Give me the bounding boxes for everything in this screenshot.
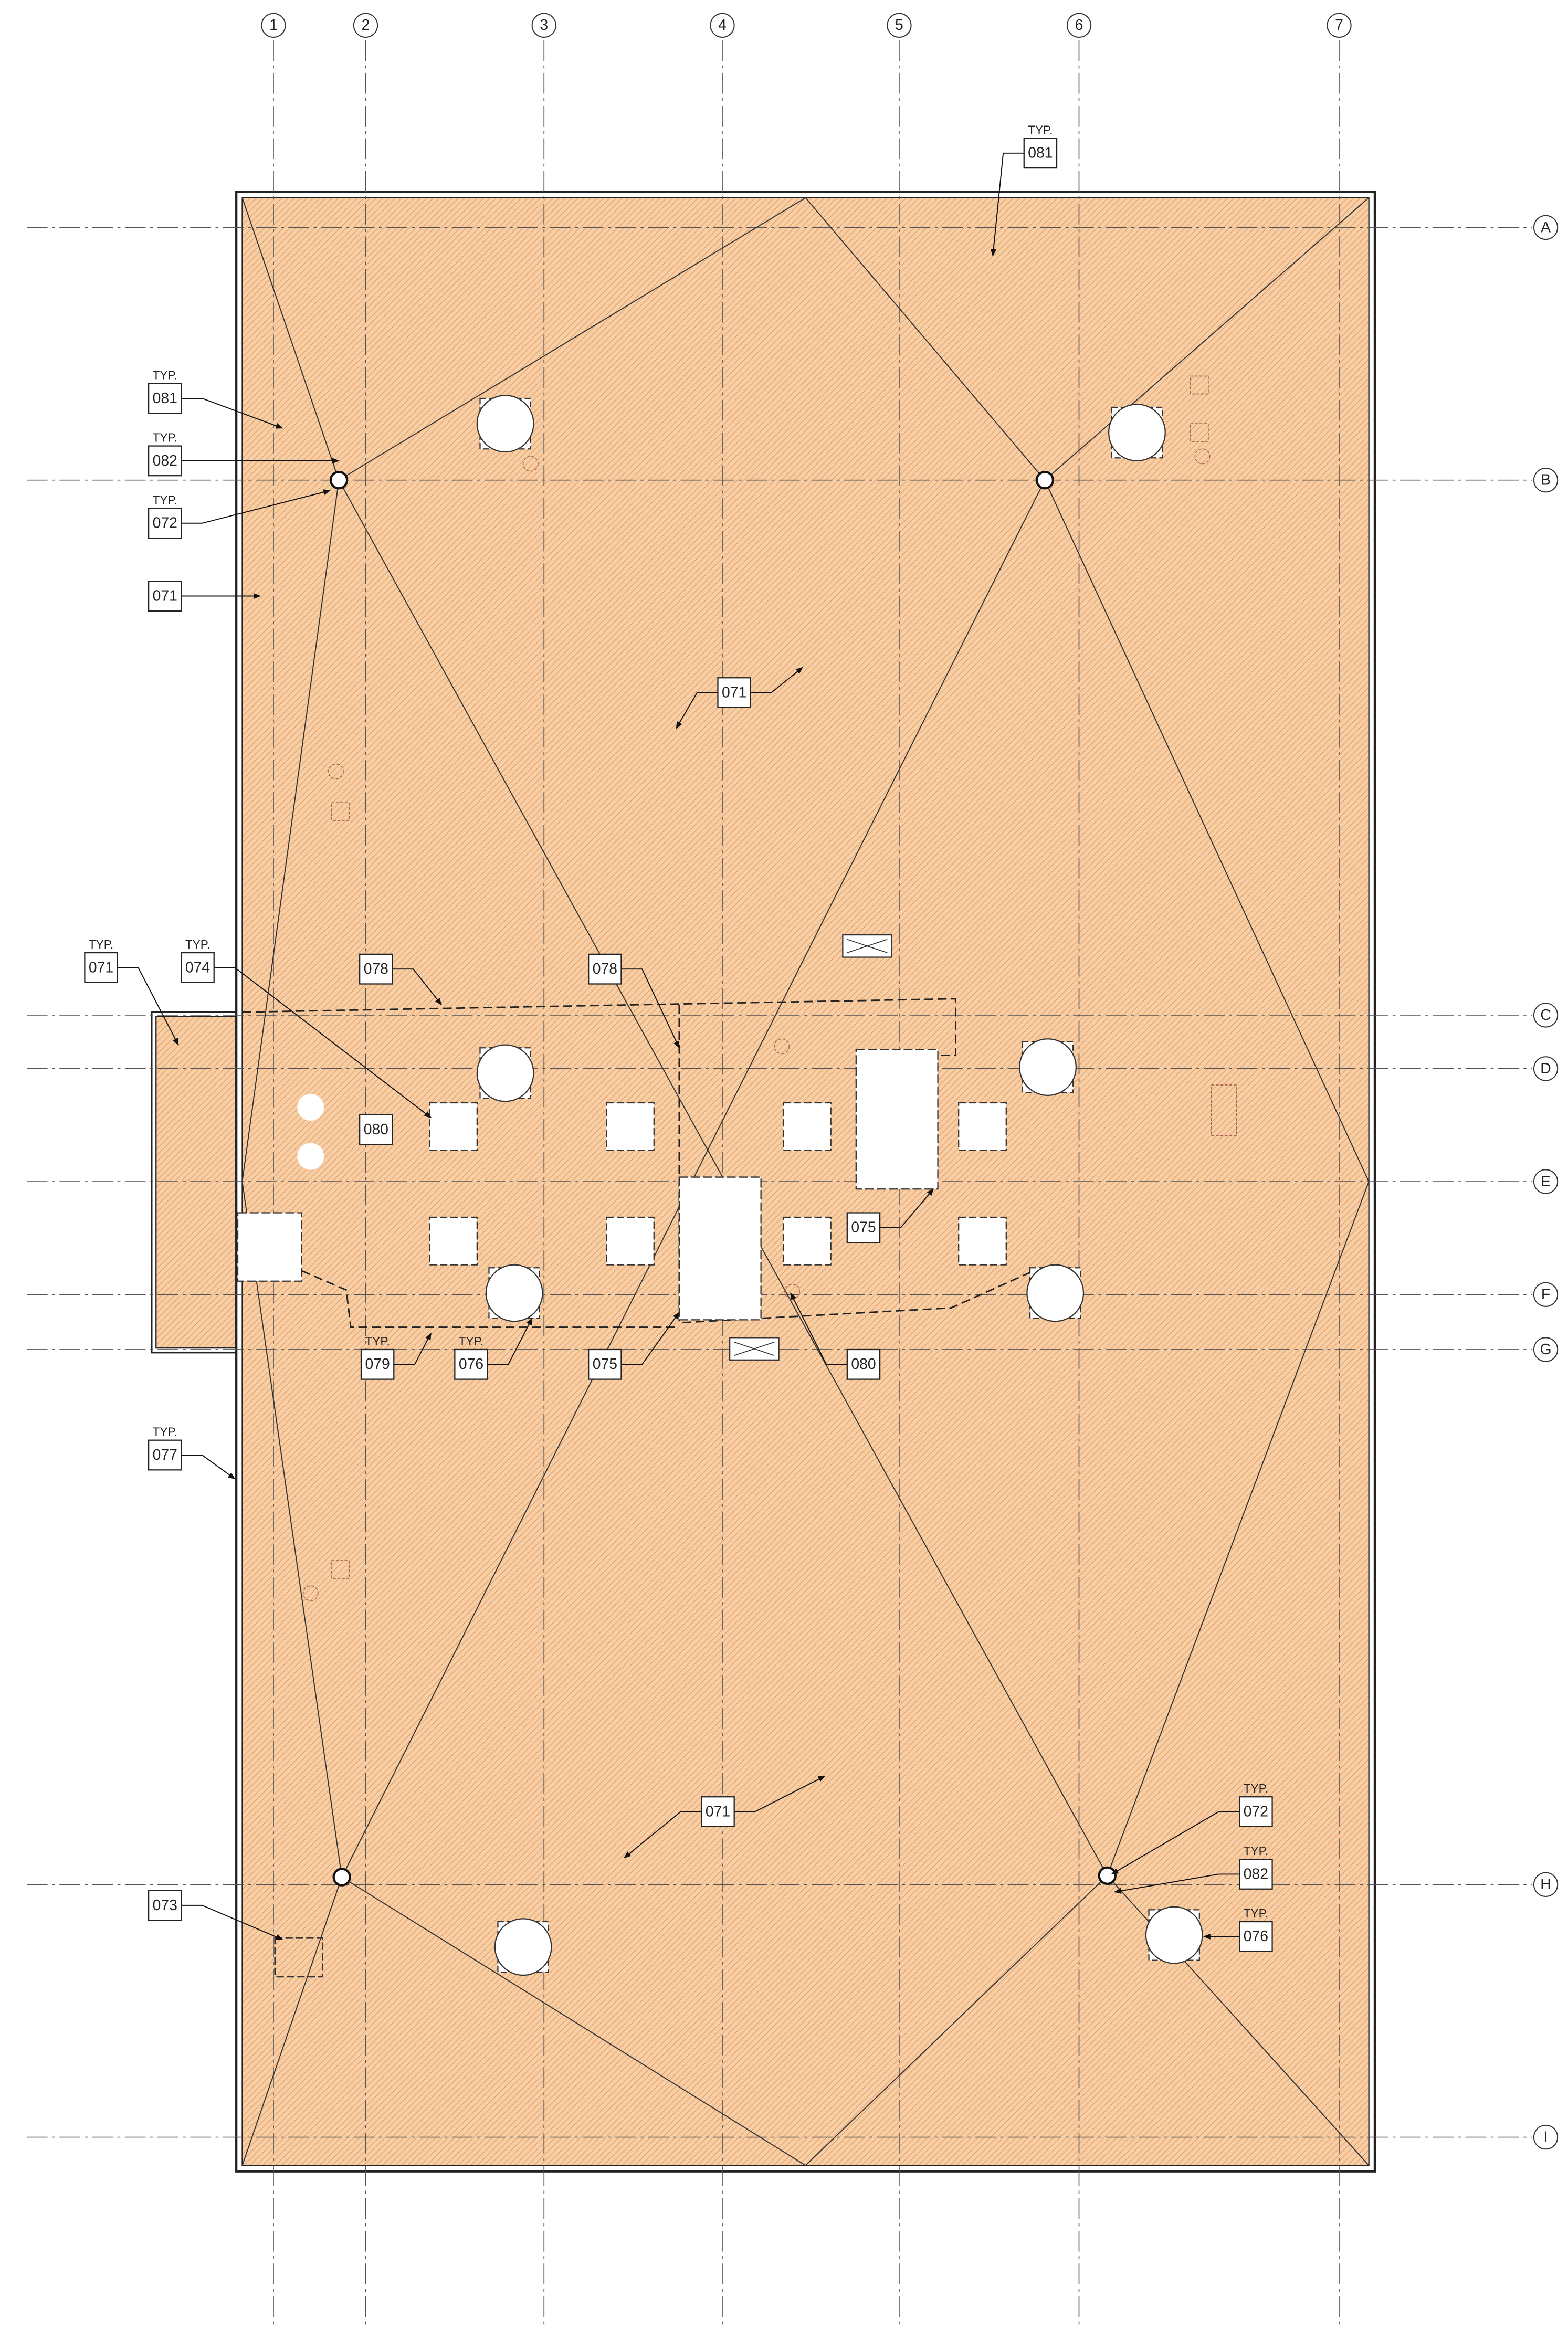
keynote-label: 072 <box>1244 1803 1268 1819</box>
roof-penetration <box>1019 1039 1076 1095</box>
roof-penetration <box>1146 1907 1203 1964</box>
keynote-label: 071 <box>722 683 746 700</box>
keynote-typ: TYP. <box>153 430 177 444</box>
roof-drain <box>334 1869 350 1885</box>
roof-hatch <box>783 1103 831 1151</box>
grid-label: 3 <box>540 16 548 33</box>
keynote-typ: TYP. <box>153 493 177 507</box>
grid-label: A <box>1541 218 1551 235</box>
roof-penetration <box>477 1045 534 1102</box>
keynote-label: 078 <box>593 960 617 977</box>
keynote-label: 082 <box>153 452 177 469</box>
grid-label: C <box>1540 1006 1551 1023</box>
keynote-label: 071 <box>706 1803 730 1819</box>
keynote-typ: TYP. <box>1244 1782 1268 1795</box>
keynote-label: 076 <box>459 1355 483 1372</box>
grid-label: 5 <box>895 16 903 33</box>
roof-drain <box>1037 472 1053 488</box>
keynote-typ: TYP. <box>1244 1844 1268 1858</box>
grid-label: G <box>1540 1341 1552 1357</box>
roof-penetration <box>495 1919 552 1975</box>
equipment <box>679 1177 761 1320</box>
equipment <box>856 1049 938 1189</box>
roof-penetration <box>486 1265 543 1322</box>
keynote-label: 081 <box>153 389 177 406</box>
leader-arrow <box>181 1455 235 1479</box>
keynote-typ: TYP. <box>185 937 210 951</box>
roof-penetration <box>1027 1265 1083 1322</box>
grid-label: B <box>1541 471 1551 488</box>
grid-label: H <box>1540 1875 1551 1892</box>
keynote-label: 080 <box>364 1121 388 1137</box>
roof-hatch <box>783 1217 831 1265</box>
keynote-label: 071 <box>153 587 177 604</box>
keynote-typ: TYP. <box>1244 1906 1268 1920</box>
keynote-label: 082 <box>1244 1865 1268 1882</box>
keynote-label: 072 <box>153 514 177 531</box>
grid-label: I <box>1544 2128 1548 2145</box>
grid-label: 1 <box>269 16 278 33</box>
keynote: 077 TYP. <box>149 1425 235 1479</box>
keynote-label: 080 <box>851 1355 876 1372</box>
roof-hatch <box>959 1217 1006 1265</box>
grid-label: 7 <box>1335 16 1343 33</box>
keynote-label: 074 <box>185 958 210 975</box>
roof-hatch <box>959 1103 1006 1151</box>
keynote-label: 075 <box>593 1355 617 1372</box>
roof-drain <box>331 472 347 488</box>
keynote-typ: TYP. <box>459 1334 483 1348</box>
roof-hatch <box>429 1217 477 1265</box>
keynote-label: 076 <box>1244 1927 1268 1944</box>
roof-plan: 1 2 3 4 5 6 7 A B C D E F G H I 081 TYP. 081 TYP. 082 TYP. 072… <box>0 0 1568 2329</box>
grid-label: F <box>1541 1285 1550 1302</box>
grid-label: 6 <box>1075 16 1083 33</box>
roof-hatch <box>606 1103 654 1151</box>
equipment <box>238 1213 302 1281</box>
roof-drain <box>1099 1868 1116 1884</box>
page: {"grid":{"columns":["1","2","3","4","5",… <box>0 0 1568 2329</box>
keynote-typ: TYP. <box>365 1334 390 1348</box>
roof-penetration <box>477 395 534 452</box>
skylight <box>297 1143 324 1169</box>
keynote-typ: TYP. <box>153 368 177 382</box>
keynote-label: 073 <box>153 1896 177 1913</box>
keynote-typ: TYP. <box>1028 123 1053 136</box>
keynote: 080 <box>360 1115 392 1145</box>
grid-label: D <box>1540 1060 1551 1077</box>
grid-label: 2 <box>362 16 370 33</box>
keynote-label: 081 <box>1028 144 1053 161</box>
skylight <box>297 1094 324 1121</box>
keynote-typ: TYP. <box>153 1425 177 1439</box>
keynote-label: 071 <box>89 958 113 975</box>
keynote-label: 077 <box>153 1446 177 1463</box>
roof-hatch <box>606 1217 654 1265</box>
keynote-label: 078 <box>364 960 388 977</box>
grid-label: 4 <box>718 16 727 33</box>
roof-penetration <box>1109 404 1165 461</box>
grid-label: E <box>1541 1173 1551 1189</box>
keynote-typ: TYP. <box>89 937 113 951</box>
roof-hatch <box>429 1103 477 1151</box>
keynote-label: 075 <box>851 1219 876 1236</box>
keynote-label: 079 <box>365 1355 390 1372</box>
